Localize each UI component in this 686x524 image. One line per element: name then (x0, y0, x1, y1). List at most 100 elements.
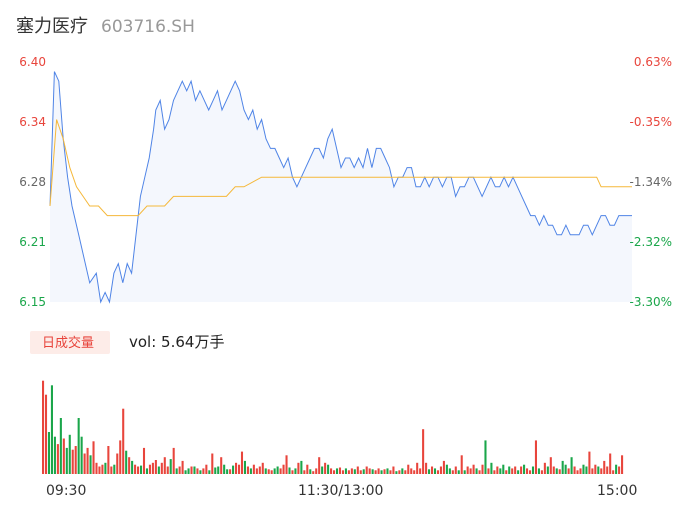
volume-bar (552, 466, 555, 474)
volume-bar (335, 468, 339, 474)
volume-bar (74, 446, 77, 474)
volume-bar (199, 470, 202, 474)
volume-bar (240, 451, 244, 474)
volume-bar (95, 462, 98, 474)
volume-bar (597, 466, 600, 474)
volume-bar (258, 466, 261, 474)
volume-bar (344, 468, 347, 474)
volume-bar (615, 464, 618, 474)
volume-bar (205, 464, 208, 474)
volume-bar (65, 447, 68, 474)
volume-bar (588, 451, 591, 474)
volume-bar (484, 440, 487, 474)
volume-bar (371, 469, 374, 474)
time-axis-ticks: 09:30 11:30/13:00 15:00 (46, 483, 637, 499)
volume-bar (131, 460, 134, 474)
volume-bar (246, 466, 249, 474)
volume-bar (318, 457, 321, 474)
left-axis-ticks: 6.40 6.34 6.28 6.21 6.15 (19, 55, 46, 309)
volume-bar (422, 429, 425, 474)
volume-bar (291, 470, 294, 474)
volume-bar (523, 464, 526, 474)
volume-bar (137, 466, 140, 474)
volume-bar (401, 468, 404, 474)
volume-bar (457, 470, 460, 474)
volume-bar (469, 468, 472, 474)
volume-bar (285, 455, 288, 474)
volume-bar (472, 464, 475, 474)
average-price-line (49, 119, 632, 217)
volume-bar (353, 469, 356, 474)
volume-bar (330, 468, 333, 474)
volume-bar (425, 462, 428, 474)
volume-bar (92, 441, 95, 474)
volume-bar (374, 470, 377, 474)
volume-bar (44, 394, 48, 474)
volume-bar (338, 467, 342, 474)
volume-bar (395, 471, 398, 474)
volume-bar (445, 464, 448, 474)
volume-bar (537, 468, 540, 474)
y-tick-left: 6.34 (19, 115, 46, 129)
volume-bar (80, 436, 83, 474)
volume-bar (56, 444, 59, 474)
volume-bar (217, 466, 220, 474)
volume-bar (561, 460, 564, 474)
volume-bar (579, 468, 582, 474)
volume-bar (122, 408, 125, 474)
volume-bar (312, 471, 315, 474)
volume-bar (356, 466, 359, 474)
volume-bar (107, 446, 110, 474)
volume-bar (392, 466, 395, 474)
volume-bar (101, 464, 104, 474)
volume-bar (386, 468, 389, 474)
volume-bar (478, 470, 481, 474)
volume-bar (564, 464, 567, 474)
time-tick: 11:30/13:00 (298, 483, 383, 499)
volume-bar (172, 447, 175, 474)
volume-bar (113, 464, 116, 474)
volume-bar (267, 469, 270, 474)
volume-bar (549, 457, 552, 474)
volume-bar (505, 470, 508, 474)
volume-bar (383, 469, 386, 474)
volume-bar (89, 455, 92, 474)
volume-bar (591, 468, 594, 474)
volume-bar (50, 385, 53, 474)
price-area (50, 71, 632, 302)
volume-bar (603, 460, 606, 474)
volume-bar (531, 466, 535, 474)
volume-bar (294, 468, 297, 474)
volume-bar (196, 468, 199, 474)
volume-bar (42, 380, 45, 474)
time-tick: 09:30 (46, 483, 86, 499)
volume-bar (380, 470, 383, 474)
volume-bar (540, 470, 543, 474)
volume-bar (62, 438, 65, 474)
stock-code: 603716.SH (101, 17, 195, 37)
volume-bar (249, 468, 252, 474)
volume-header: 日成交量 vol: 5.64万手 (30, 331, 224, 354)
volume-bar (181, 460, 184, 474)
y-tick-left: 6.28 (19, 175, 46, 189)
volume-bar (47, 432, 51, 474)
volume-bar (86, 447, 89, 474)
volume-bar (430, 466, 434, 474)
volume-bar (157, 466, 160, 474)
volume-bar (125, 450, 128, 474)
volume-bar (606, 466, 609, 474)
time-tick: 15:00 (597, 483, 637, 499)
volume-bar (389, 470, 392, 474)
volume-bar (436, 470, 440, 474)
volume-bar (309, 469, 312, 474)
volume-bar (475, 468, 478, 474)
volume-bar (243, 460, 246, 474)
volume-bar (98, 466, 101, 474)
y-tick-right: -1.34% (630, 175, 672, 189)
volume-bar (116, 453, 119, 474)
volume-bar (543, 462, 546, 474)
volume-bar (208, 470, 211, 474)
volume-tag: 日成交量 (42, 335, 94, 351)
volume-bar (490, 462, 493, 474)
volume-bar (306, 464, 309, 474)
